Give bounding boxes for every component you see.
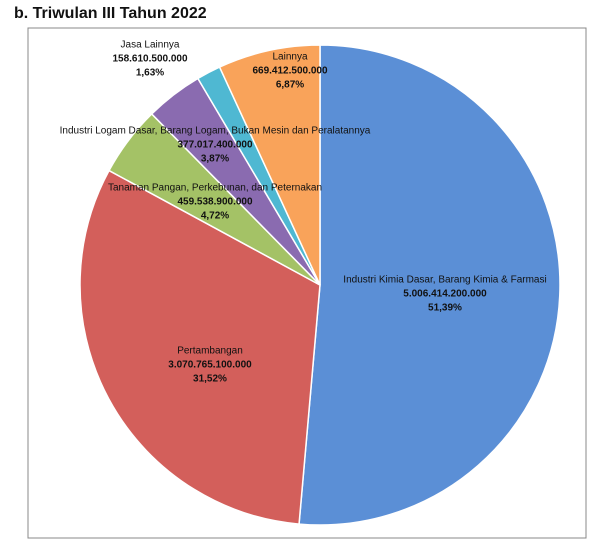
pie-slice: [79, 169, 321, 525]
slice-percent: 1,63%: [136, 68, 164, 79]
pie-slice: [218, 44, 321, 286]
slice-percent: 31,52%: [193, 374, 227, 385]
chart-title: b. Triwulan III Tahun 2022: [14, 5, 207, 22]
slice-label: Industri Logam Dasar, Barang Logam, Buka…: [60, 126, 371, 137]
labels: Industri Kimia Dasar, Barang Kimia & Far…: [60, 40, 547, 385]
slice-value: 5.006.414.200.000: [403, 289, 487, 300]
slices: [79, 44, 561, 526]
slice-value: 158.610.500.000: [112, 54, 188, 65]
slice-percent: 51,39%: [428, 303, 462, 314]
slice-percent: 3,87%: [201, 154, 229, 165]
slice-value: 669.412.500.000: [252, 66, 328, 77]
pie-slice: [298, 44, 561, 526]
slice-percent: 6,87%: [276, 80, 304, 91]
slice-value: 3.070.765.100.000: [168, 360, 252, 371]
slice-label: Jasa Lainnya: [121, 40, 180, 51]
slice-label: Tanaman Pangan, Perkebunan, dan Peternak…: [108, 183, 322, 194]
slice-value: 459.538.900.000: [177, 197, 253, 208]
slice-label: Lainnya: [272, 52, 307, 63]
slice-label: Pertambangan: [177, 346, 243, 357]
slice-percent: 4,72%: [201, 211, 229, 222]
slice-value: 377.017.400.000: [177, 140, 253, 151]
slice-label: Industri Kimia Dasar, Barang Kimia & Far…: [343, 275, 546, 286]
